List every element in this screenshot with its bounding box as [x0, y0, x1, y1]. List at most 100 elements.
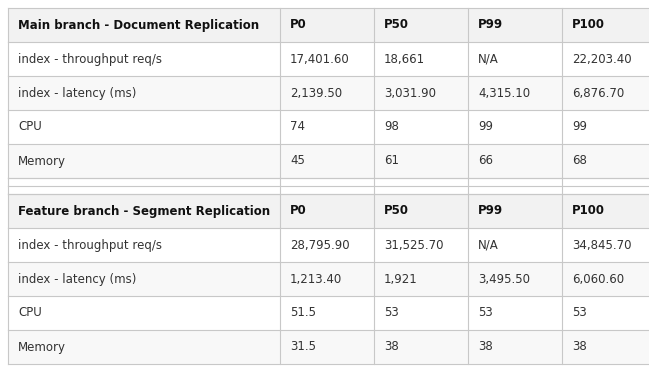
Bar	[374, 110, 468, 144]
Text: P50: P50	[384, 19, 409, 31]
Text: 3,031.90: 3,031.90	[384, 87, 436, 99]
Bar	[8, 194, 280, 228]
Text: 68: 68	[572, 154, 587, 168]
Text: 38: 38	[384, 341, 398, 353]
Bar	[8, 144, 280, 178]
Text: 17,401.60: 17,401.60	[290, 52, 350, 66]
Text: N/A: N/A	[478, 52, 498, 66]
Bar	[468, 262, 562, 296]
Bar	[468, 76, 562, 110]
Text: 66: 66	[478, 154, 493, 168]
Text: P0: P0	[290, 204, 307, 218]
Bar	[562, 178, 649, 186]
Text: 53: 53	[478, 307, 493, 319]
Bar	[8, 186, 280, 194]
Text: 2,139.50: 2,139.50	[290, 87, 342, 99]
Bar	[280, 262, 374, 296]
Bar	[562, 262, 649, 296]
Text: 99: 99	[572, 121, 587, 133]
Text: 34,845.70: 34,845.70	[572, 239, 631, 251]
Text: P0: P0	[290, 19, 307, 31]
Bar	[8, 228, 280, 262]
Bar	[374, 42, 468, 76]
Bar	[280, 76, 374, 110]
Text: 6,060.60: 6,060.60	[572, 272, 624, 286]
Bar	[280, 8, 374, 42]
Text: 61: 61	[384, 154, 399, 168]
Text: P99: P99	[478, 19, 503, 31]
Text: index - throughput req/s: index - throughput req/s	[18, 239, 162, 251]
Text: Main branch - Document Replication: Main branch - Document Replication	[18, 19, 259, 31]
Text: P100: P100	[572, 204, 605, 218]
Bar	[468, 8, 562, 42]
Text: index - latency (ms): index - latency (ms)	[18, 272, 136, 286]
Bar	[8, 8, 280, 42]
Text: 38: 38	[572, 341, 587, 353]
Bar	[8, 262, 280, 296]
Bar	[374, 186, 468, 194]
Bar	[374, 8, 468, 42]
Text: P99: P99	[478, 204, 503, 218]
Text: 31.5: 31.5	[290, 341, 316, 353]
Text: index - latency (ms): index - latency (ms)	[18, 87, 136, 99]
Text: Feature branch - Segment Replication: Feature branch - Segment Replication	[18, 204, 270, 218]
Bar	[468, 194, 562, 228]
Bar	[374, 262, 468, 296]
Text: 45: 45	[290, 154, 305, 168]
Bar	[374, 194, 468, 228]
Bar	[8, 330, 280, 364]
Bar	[562, 296, 649, 330]
Text: 53: 53	[384, 307, 398, 319]
Text: 3,495.50: 3,495.50	[478, 272, 530, 286]
Bar	[8, 110, 280, 144]
Bar	[374, 76, 468, 110]
Bar	[468, 144, 562, 178]
Bar	[468, 296, 562, 330]
Text: P50: P50	[384, 204, 409, 218]
Bar	[562, 8, 649, 42]
Bar	[562, 42, 649, 76]
Bar	[468, 186, 562, 194]
Bar	[468, 228, 562, 262]
Text: 53: 53	[572, 307, 587, 319]
Bar	[8, 42, 280, 76]
Text: 98: 98	[384, 121, 399, 133]
Text: N/A: N/A	[478, 239, 498, 251]
Text: 51.5: 51.5	[290, 307, 316, 319]
Text: 99: 99	[478, 121, 493, 133]
Bar	[280, 186, 374, 194]
Text: 1,213.40: 1,213.40	[290, 272, 342, 286]
Bar	[562, 76, 649, 110]
Text: 31,525.70: 31,525.70	[384, 239, 443, 251]
Text: P100: P100	[572, 19, 605, 31]
Bar	[280, 296, 374, 330]
Text: Memory: Memory	[18, 154, 66, 168]
Text: 18,661: 18,661	[384, 52, 425, 66]
Bar	[280, 194, 374, 228]
Bar	[280, 330, 374, 364]
Bar	[562, 228, 649, 262]
Bar	[374, 178, 468, 186]
Bar	[8, 76, 280, 110]
Bar	[8, 296, 280, 330]
Bar	[280, 110, 374, 144]
Text: 22,203.40: 22,203.40	[572, 52, 631, 66]
Bar	[468, 110, 562, 144]
Bar	[374, 330, 468, 364]
Bar	[468, 42, 562, 76]
Text: CPU: CPU	[18, 307, 42, 319]
Bar	[562, 186, 649, 194]
Text: 74: 74	[290, 121, 305, 133]
Bar	[280, 144, 374, 178]
Bar	[374, 144, 468, 178]
Text: 28,795.90: 28,795.90	[290, 239, 350, 251]
Bar	[280, 228, 374, 262]
Bar	[8, 178, 280, 186]
Bar	[562, 110, 649, 144]
Text: 6,876.70: 6,876.70	[572, 87, 624, 99]
Bar	[562, 144, 649, 178]
Bar	[374, 228, 468, 262]
Text: 4,315.10: 4,315.10	[478, 87, 530, 99]
Bar	[280, 42, 374, 76]
Text: Memory: Memory	[18, 341, 66, 353]
